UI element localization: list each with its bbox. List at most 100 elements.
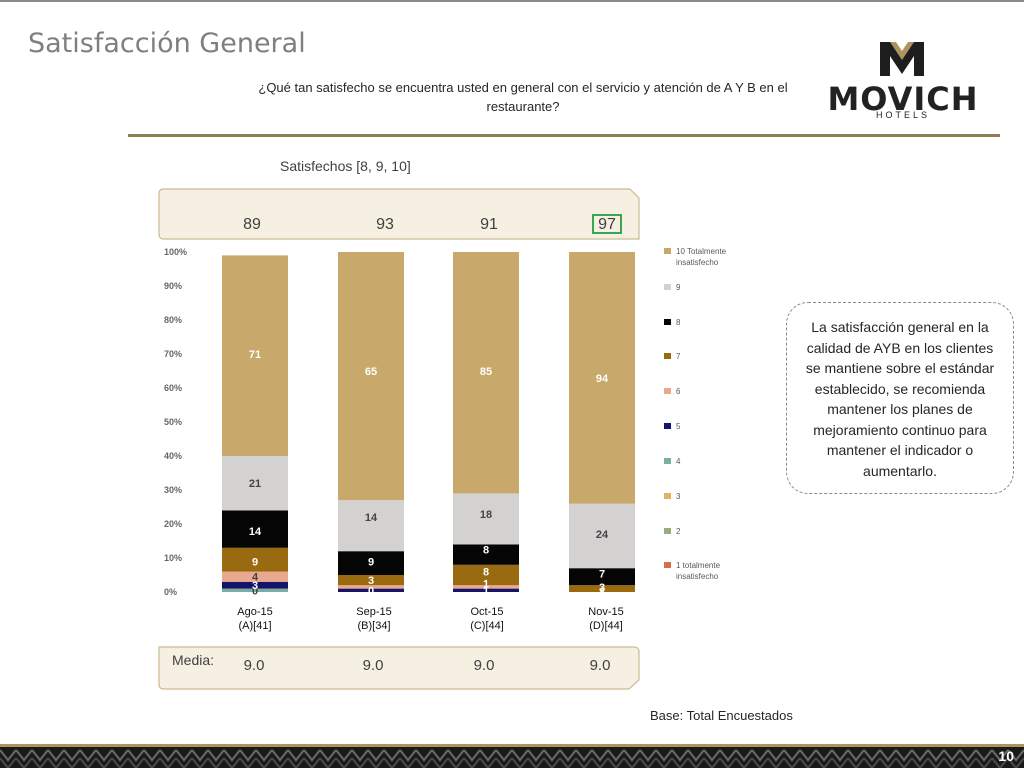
media-value-nov: 9.0 — [589, 657, 611, 674]
satisfied-value-oct: 91 — [480, 216, 498, 233]
data-label: 94 — [596, 373, 609, 385]
legend-label: 3 — [676, 492, 681, 501]
data-label: 3 — [252, 580, 258, 592]
y-tick-label: 20% — [164, 519, 182, 529]
bar-segment — [453, 585, 519, 589]
satisfied-value-ago: 89 — [243, 216, 261, 233]
data-label: 14 — [365, 512, 378, 524]
legend-swatch — [664, 423, 671, 429]
movich-logo-icon — [880, 42, 924, 76]
logo-name: MOVICH — [827, 80, 979, 118]
media-label: Media: — [172, 652, 215, 668]
media-value-sep: 9.0 — [362, 657, 384, 674]
data-label: 8 — [599, 586, 605, 598]
y-tick-label: 0% — [164, 587, 177, 597]
bar-segment — [569, 252, 635, 504]
legend-label: 4 — [676, 457, 681, 466]
bar-segment — [222, 255, 288, 456]
bar-segment — [222, 456, 288, 511]
bar-segment — [338, 588, 404, 592]
x-label-nov: Nov-15 (D)[44] — [588, 606, 624, 632]
data-label: 4 — [252, 572, 259, 584]
data-label: 24 — [596, 529, 609, 541]
bar-segment — [338, 585, 404, 589]
top-border — [0, 0, 1024, 2]
data-label: 18 — [480, 509, 492, 521]
bar-segment — [453, 493, 519, 545]
footer-pattern — [0, 744, 1024, 768]
satisfied-box — [158, 188, 640, 240]
y-tick-label: 60% — [164, 383, 182, 393]
satisfied-highlight — [592, 214, 622, 234]
data-label: 8 — [483, 545, 489, 557]
legend-swatch — [664, 562, 671, 568]
data-label: 3 — [599, 582, 605, 594]
bar-segment — [569, 503, 635, 569]
data-label: 8 — [483, 567, 489, 579]
legend-label: 10 Totalmente insatisfecho — [676, 247, 727, 267]
legend-swatch — [664, 319, 671, 325]
data-label: 85 — [480, 366, 492, 378]
data-label: 1 — [483, 579, 489, 591]
stacked-bar-chart: 0%10%20%30%40%50%60%70%80%90%100%0349142… — [164, 247, 635, 598]
bar-segment — [338, 575, 404, 586]
bar-segment — [453, 564, 519, 586]
media-box — [158, 646, 640, 690]
data-label: 9 — [252, 556, 258, 568]
y-tick-label: 90% — [164, 281, 182, 291]
legend-label: 8 — [676, 318, 681, 327]
data-label: 14 — [249, 526, 262, 538]
bar-segment — [338, 551, 404, 575]
y-tick-label: 30% — [164, 485, 182, 495]
bar-segment — [222, 588, 288, 592]
data-label: 1 — [483, 585, 489, 597]
legend-label: 5 — [676, 422, 681, 431]
legend-swatch — [664, 353, 671, 359]
satisfied-label: Satisfechos [8, 9, 10] — [280, 158, 411, 174]
y-tick-label: 80% — [164, 315, 182, 325]
legend-swatch — [664, 458, 671, 464]
data-label: 3 — [368, 575, 374, 587]
page-title: Satisfacción General — [28, 28, 306, 59]
y-tick-label: 10% — [164, 553, 182, 563]
bar-segment — [222, 581, 288, 589]
x-label-sep: Sep-15 (B)[34] — [356, 606, 392, 632]
legend-swatch — [664, 388, 671, 394]
y-tick-label: 70% — [164, 349, 182, 359]
y-tick-label: 50% — [164, 417, 182, 427]
legend-swatch — [664, 493, 671, 499]
legend-label: 9 — [676, 283, 681, 292]
legend-label: 2 — [676, 527, 681, 536]
bar-segment — [453, 544, 519, 565]
data-label: 9 — [368, 556, 374, 568]
satisfied-value-sep: 93 — [376, 216, 394, 233]
bar-segment — [338, 500, 404, 552]
logo-subtitle: HOTELS — [875, 110, 930, 120]
bar-segment — [222, 510, 288, 548]
legend-swatch — [664, 248, 671, 254]
media-value-ago: 9.0 — [243, 657, 265, 674]
data-label: 71 — [249, 349, 261, 361]
data-label: 21 — [249, 478, 261, 490]
bar-segment — [453, 252, 519, 494]
insight-callout: La satisfacción general en la calidad de… — [786, 302, 1014, 494]
y-tick-label: 40% — [164, 451, 182, 461]
media-value-oct: 9.0 — [473, 657, 495, 674]
survey-question: ¿Qué tan satisfecho se encuentra usted e… — [258, 80, 788, 114]
data-label: 7 — [599, 568, 605, 580]
y-tick-label: 100% — [164, 247, 187, 257]
legend-swatch — [664, 284, 671, 290]
satisfied-value-nov: 97 — [598, 216, 616, 233]
base-note: Base: Total Encuestados — [650, 708, 793, 723]
data-label: 0 — [252, 585, 258, 597]
x-label-ago: Ago-15 (A)[41] — [237, 606, 273, 632]
legend-label: 6 — [676, 387, 681, 396]
data-label: 65 — [365, 366, 377, 378]
legend-swatch — [664, 528, 671, 534]
page-number: 10 — [998, 748, 1014, 764]
bar-segment — [222, 547, 288, 572]
bar-segment — [569, 585, 635, 592]
x-label-oct: Oct-15 (C)[44] — [470, 606, 504, 632]
bar-segment — [453, 588, 519, 592]
bar-segment — [222, 571, 288, 582]
